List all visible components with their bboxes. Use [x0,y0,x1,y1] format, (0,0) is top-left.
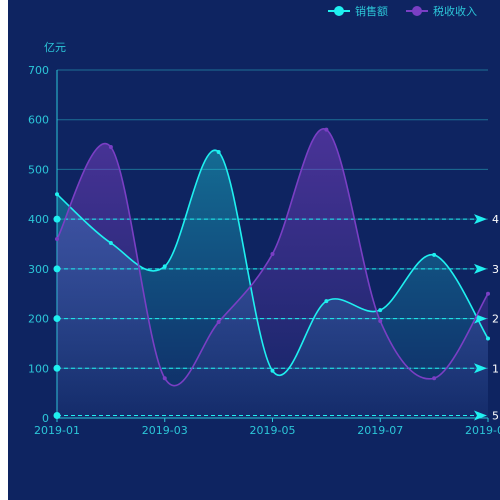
y-tick-label: 600 [28,114,49,127]
legend-label: 税收收入 [433,4,477,18]
mark-line-label: 3 [492,263,499,276]
y-tick-label: 400 [28,213,49,226]
legend-item[interactable]: 税收收入 [406,4,477,18]
axes: 0 100 200 300 400 500 600 700 2019-01 2019-03 2019… [28,64,500,437]
legend[interactable]: 销售额 税收收入 [328,4,477,18]
mark-line-label: 2 [492,313,499,326]
x-tick-label: 2019-07 [357,424,403,437]
mark-line-label: 5 [492,410,499,423]
legend-dot-icon [412,6,422,16]
data-point [486,336,490,341]
mark-line-arrow-icon [474,363,487,374]
series-points [55,127,490,381]
data-point [216,150,221,155]
x-tick-label: 2019-09 [465,424,500,437]
mark-line-arrow-icon [474,410,487,421]
y-axis-unit-label: 亿元 [44,41,66,54]
y-tick-label: 200 [28,313,49,326]
y-tick-label: 100 [28,362,49,375]
x-tick-label: 2019-05 [250,424,296,437]
data-point [55,237,59,242]
data-point [108,145,113,150]
y-tick-label: 0 [42,412,49,425]
mark-line-arrow-icon [474,214,487,225]
series-areas [57,128,488,418]
data-point [55,192,59,197]
series-area [57,128,488,418]
data-point [162,376,167,381]
y-tick-label: 700 [28,64,49,77]
data-point [486,291,490,296]
mark-line-arrow-icon [474,263,487,274]
left-edge-strip [0,0,8,500]
mark-line-label: 4 [492,213,499,226]
legend-dot-icon [334,6,344,16]
series-line [56,149,489,376]
data-point [162,264,167,269]
legend-item[interactable]: 销售额 [328,4,388,18]
data-point [432,376,437,381]
mark-line-label: 1 [492,362,499,375]
data-point [324,127,329,132]
data-point [216,320,221,325]
x-tick-label: 2019-01 [34,424,80,437]
mark-line-start-dot [53,265,61,273]
mark-line-start-dot [53,315,61,323]
data-point [432,252,437,257]
mark-line-start-dot [53,412,61,420]
legend-label: 销售额 [355,4,388,18]
mark-line-start-dot [53,215,61,223]
y-tick-label: 500 [28,163,49,176]
x-tick-label: 2019-03 [142,424,188,437]
data-point [270,368,275,373]
data-point [378,308,383,313]
data-point [270,251,275,256]
mark-lines: 5 1 2 3 4 [53,213,499,423]
data-point [378,319,383,324]
y-tick-label: 300 [28,263,49,276]
mark-line-start-dot [53,364,61,372]
data-point [324,299,329,304]
data-point [108,241,113,246]
